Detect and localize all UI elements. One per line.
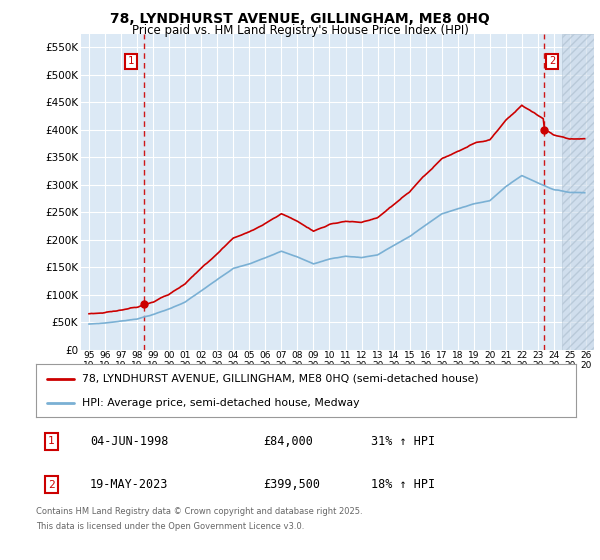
Text: Contains HM Land Registry data © Crown copyright and database right 2025.: Contains HM Land Registry data © Crown c… [36,507,362,516]
Text: 2: 2 [48,479,55,489]
Text: 1: 1 [128,56,134,66]
Text: 1: 1 [48,436,55,446]
Text: 2: 2 [549,56,555,66]
Text: £84,000: £84,000 [263,435,313,448]
Text: 78, LYNDHURST AVENUE, GILLINGHAM, ME8 0HQ (semi-detached house): 78, LYNDHURST AVENUE, GILLINGHAM, ME8 0H… [82,374,479,384]
Text: Price paid vs. HM Land Registry's House Price Index (HPI): Price paid vs. HM Land Registry's House … [131,24,469,36]
Text: 31% ↑ HPI: 31% ↑ HPI [371,435,435,448]
Text: 04-JUN-1998: 04-JUN-1998 [90,435,169,448]
Text: 19-MAY-2023: 19-MAY-2023 [90,478,169,491]
Text: HPI: Average price, semi-detached house, Medway: HPI: Average price, semi-detached house,… [82,398,359,408]
Text: 18% ↑ HPI: 18% ↑ HPI [371,478,435,491]
Text: £399,500: £399,500 [263,478,320,491]
Text: 78, LYNDHURST AVENUE, GILLINGHAM, ME8 0HQ: 78, LYNDHURST AVENUE, GILLINGHAM, ME8 0H… [110,12,490,26]
Bar [562,34,594,350]
Text: This data is licensed under the Open Government Licence v3.0.: This data is licensed under the Open Gov… [36,522,304,531]
